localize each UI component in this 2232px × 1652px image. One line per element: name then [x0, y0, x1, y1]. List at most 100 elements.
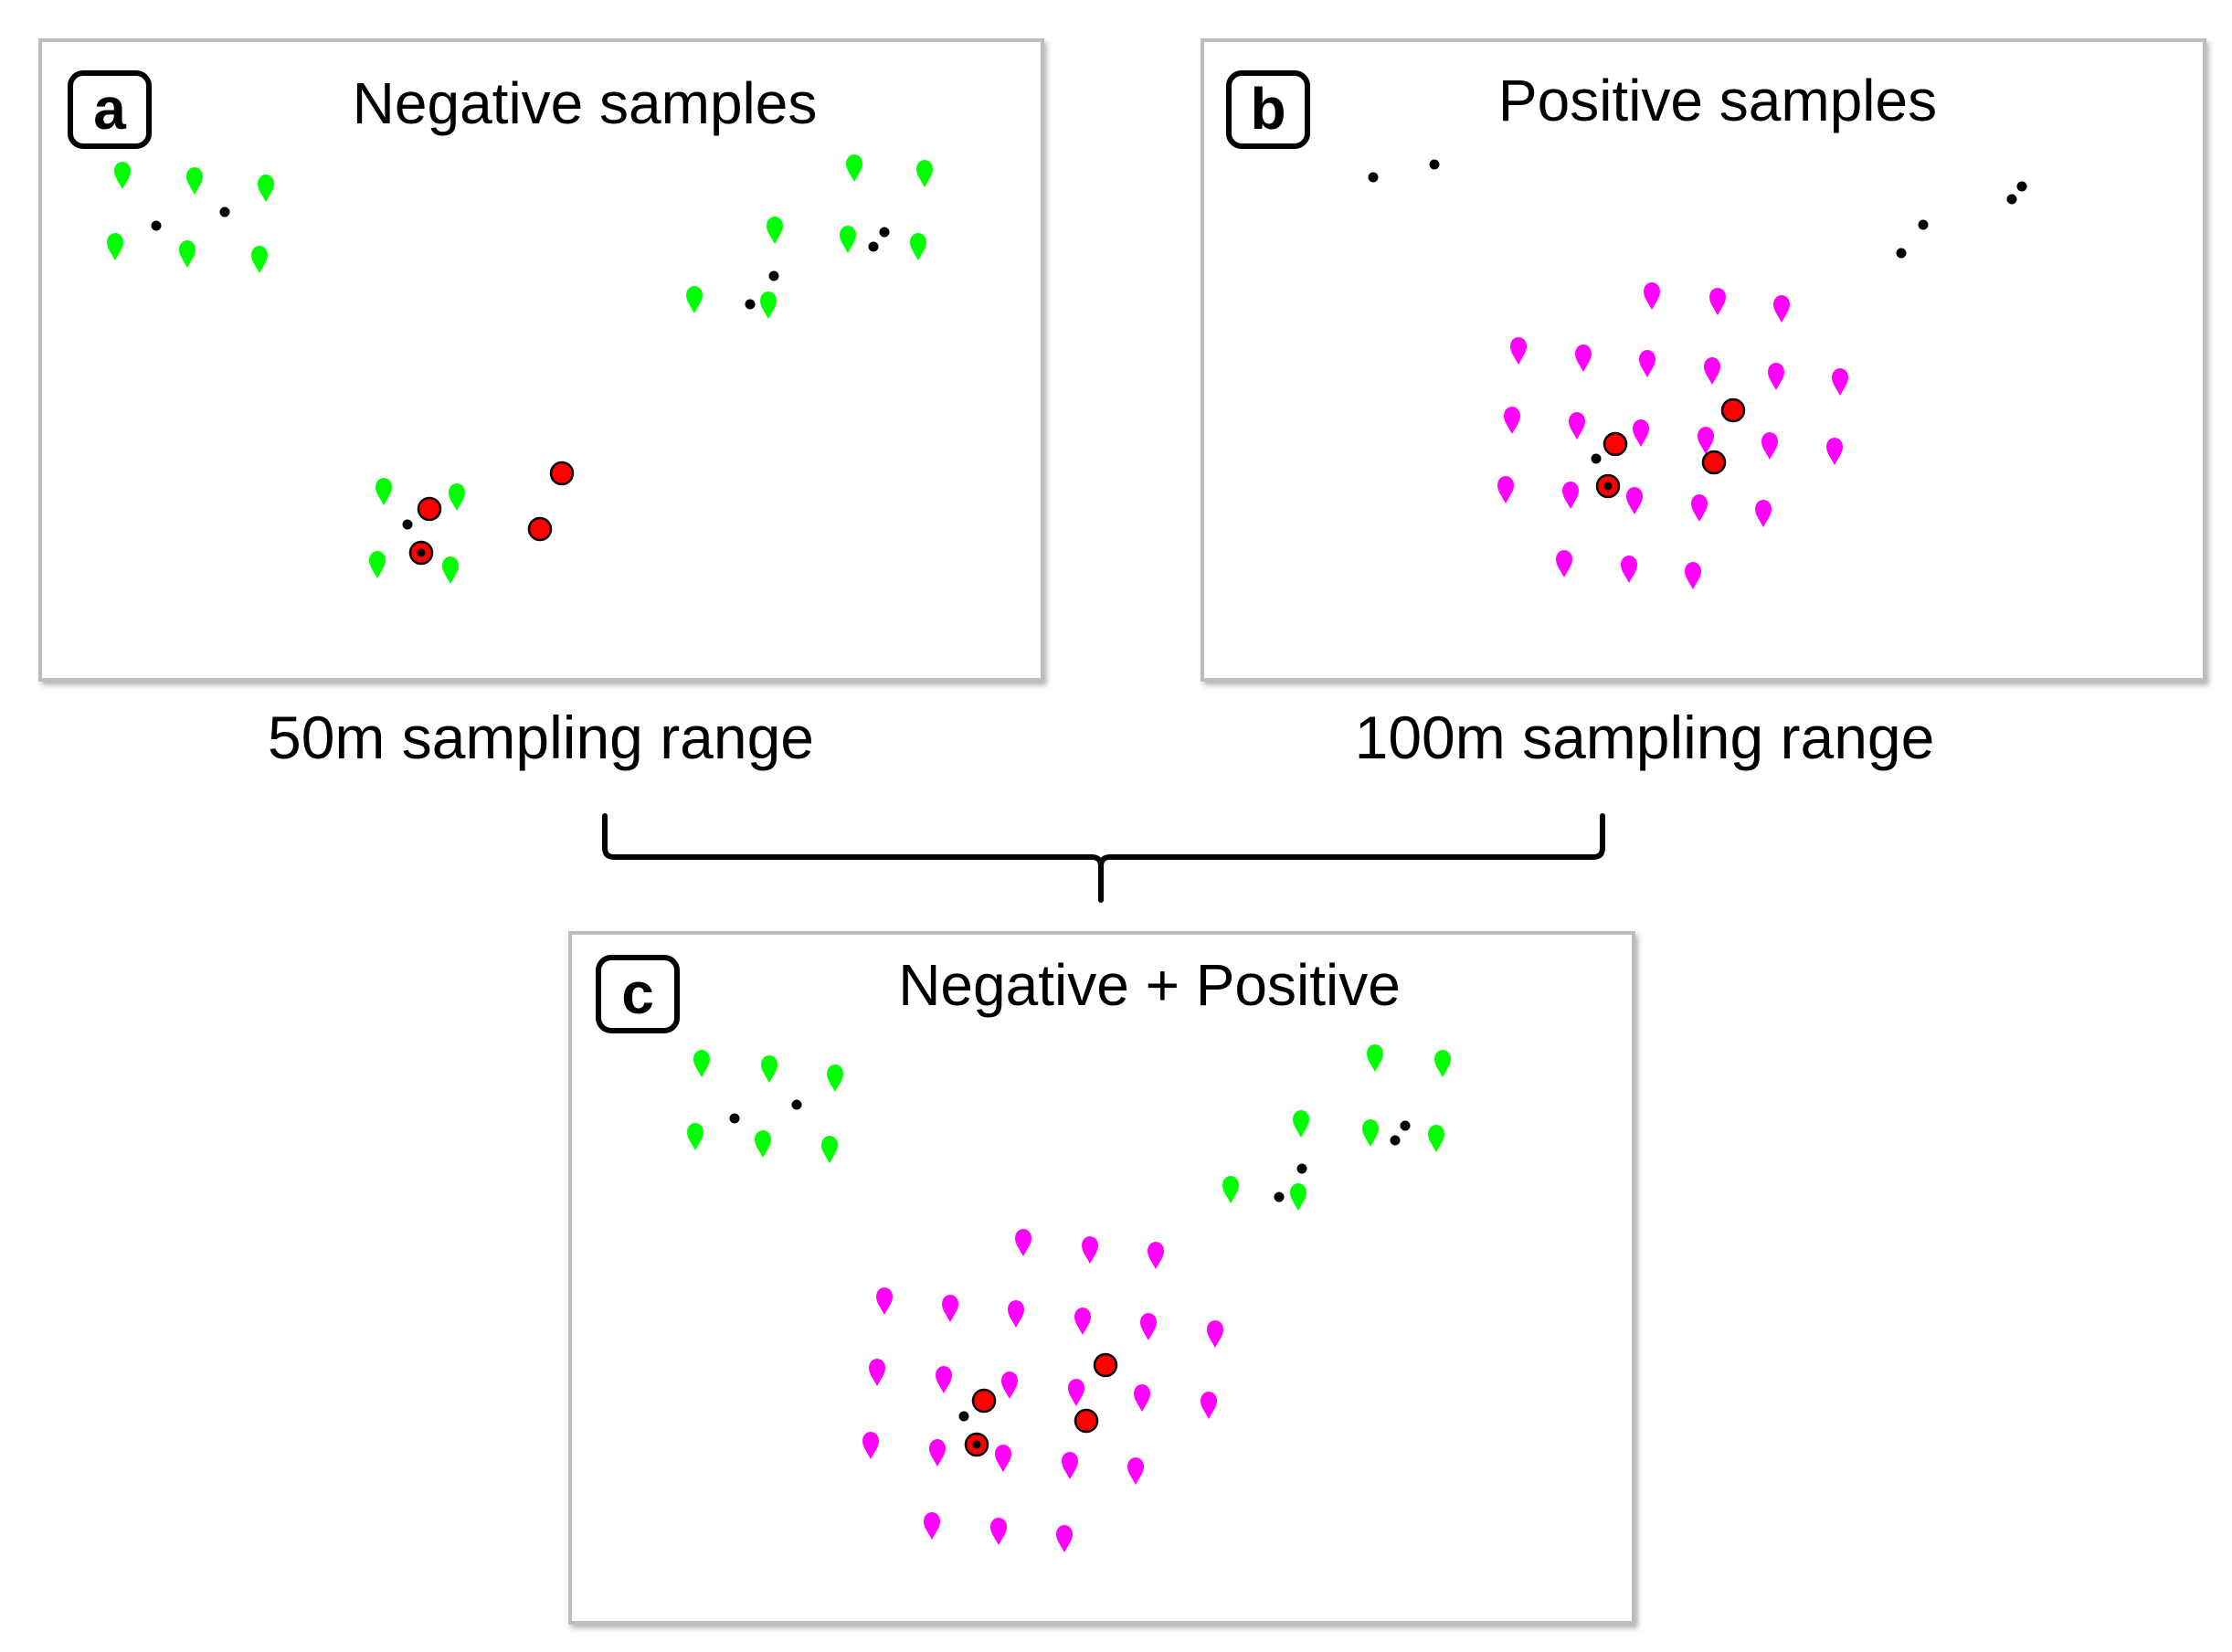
small-dot — [958, 1411, 969, 1422]
positive-sample-marker — [1001, 1371, 1018, 1399]
positive-sample-marker — [876, 1287, 893, 1315]
observed-point — [1603, 431, 1628, 457]
negative-sample-marker — [846, 154, 862, 182]
positive-sample-marker — [1068, 1379, 1084, 1406]
panel-a-title: Negative samples — [353, 70, 818, 136]
negative-sample-marker — [916, 160, 933, 187]
negative-sample-marker — [840, 226, 856, 253]
panel-b: b Positive samples — [1201, 38, 2206, 682]
observed-point — [417, 496, 442, 522]
positive-sample-marker — [862, 1432, 879, 1459]
panel-c-markers — [687, 1044, 1451, 1552]
small-dot — [868, 241, 879, 252]
small-dot — [1274, 1191, 1285, 1202]
positive-sample-marker — [1074, 1308, 1091, 1335]
panel-c-letter-box — [596, 955, 680, 1033]
negative-sample-marker — [686, 286, 703, 313]
negative-sample-marker — [687, 1123, 703, 1150]
panel-a-letter-box — [68, 70, 152, 149]
positive-sample-marker — [1761, 432, 1778, 460]
negative-sample-marker — [449, 483, 465, 511]
positive-sample-marker — [1826, 438, 1843, 465]
panel-b-letter: b — [1250, 76, 1285, 142]
negative-sample-marker — [186, 167, 203, 195]
small-dot — [1591, 453, 1602, 464]
positive-sample-marker — [1626, 487, 1643, 514]
positive-sample-marker — [1504, 407, 1520, 434]
negative-sample-marker — [442, 556, 459, 584]
negative-sample-marker — [910, 233, 926, 260]
positive-sample-marker — [1691, 494, 1708, 522]
negative-sample-marker — [760, 291, 777, 319]
small-dot — [151, 220, 162, 231]
negative-sample-marker — [1290, 1183, 1306, 1211]
small-dot — [1368, 172, 1379, 183]
positive-sample-marker — [1575, 344, 1592, 372]
panel-c-title: Negative + Positive — [898, 952, 1401, 1018]
positive-sample-marker — [1639, 350, 1655, 377]
positive-sample-marker — [1832, 368, 1848, 396]
positive-sample-marker — [936, 1366, 952, 1393]
negative-sample-marker — [258, 175, 274, 202]
small-dot — [1918, 219, 1929, 230]
panel-b-markers — [1368, 159, 2027, 589]
positive-sample-marker — [1755, 500, 1772, 527]
panel-a-frame — [38, 38, 1044, 682]
observed-point — [1720, 397, 1746, 423]
small-dot — [402, 519, 413, 530]
negative-sample-marker — [1362, 1119, 1379, 1147]
negative-sample-marker — [1434, 1050, 1451, 1077]
positive-sample-marker — [1207, 1320, 1223, 1348]
observed-point-center — [972, 1440, 981, 1449]
observed-point — [971, 1388, 997, 1414]
small-dot — [1896, 248, 1907, 259]
positive-sample-marker — [1201, 1392, 1217, 1419]
positive-sample-marker — [1704, 357, 1720, 385]
observed-point — [1701, 450, 1727, 475]
negative-sample-marker — [827, 1064, 843, 1092]
positive-sample-marker — [1008, 1300, 1024, 1328]
positive-sample-marker — [1644, 282, 1660, 310]
panel-b-title: Positive samples — [1498, 68, 1937, 133]
panel-c-frame — [568, 931, 1635, 1625]
positive-sample-marker — [1556, 550, 1572, 577]
positive-sample-marker — [942, 1295, 958, 1322]
positive-sample-marker — [1569, 412, 1585, 439]
positive-sample-marker — [1510, 337, 1527, 365]
panel-b-letter-box — [1226, 70, 1310, 149]
positive-sample-marker — [1082, 1236, 1098, 1264]
observed-point — [527, 516, 553, 542]
panel-a-markers — [107, 154, 933, 584]
positive-sample-marker — [1698, 427, 1714, 454]
positive-sample-marker — [1062, 1452, 1078, 1479]
negative-sample-marker — [376, 478, 392, 505]
positive-sample-marker — [1127, 1457, 1144, 1485]
positive-sample-marker — [1768, 363, 1784, 390]
small-dot — [219, 206, 230, 217]
observed-point — [549, 461, 575, 486]
small-dot — [1296, 1163, 1307, 1174]
negative-sample-marker — [107, 233, 123, 260]
positive-sample-marker — [990, 1518, 1007, 1545]
negative-sample-marker — [767, 217, 783, 244]
negative-sample-marker — [369, 551, 386, 578]
negative-sample-marker — [179, 240, 196, 268]
positive-sample-marker — [1685, 562, 1701, 589]
positive-sample-marker — [1134, 1384, 1150, 1412]
panel-b-frame — [1201, 38, 2206, 682]
negative-sample-marker — [1293, 1110, 1309, 1138]
merge-bracket — [602, 813, 1605, 903]
positive-sample-marker — [869, 1359, 885, 1386]
positive-sample-marker — [1633, 419, 1649, 447]
small-dot — [791, 1099, 802, 1110]
observed-point-center — [417, 548, 426, 557]
positive-sample-marker — [924, 1512, 940, 1540]
positive-sample-marker — [1709, 288, 1726, 315]
small-dot — [729, 1113, 740, 1124]
positive-sample-marker — [1562, 482, 1579, 509]
panel-c: c Negative + Positive — [568, 931, 1635, 1625]
observed-point-center — [1603, 482, 1613, 491]
observed-point — [1074, 1408, 1099, 1434]
positive-sample-marker — [929, 1439, 946, 1467]
